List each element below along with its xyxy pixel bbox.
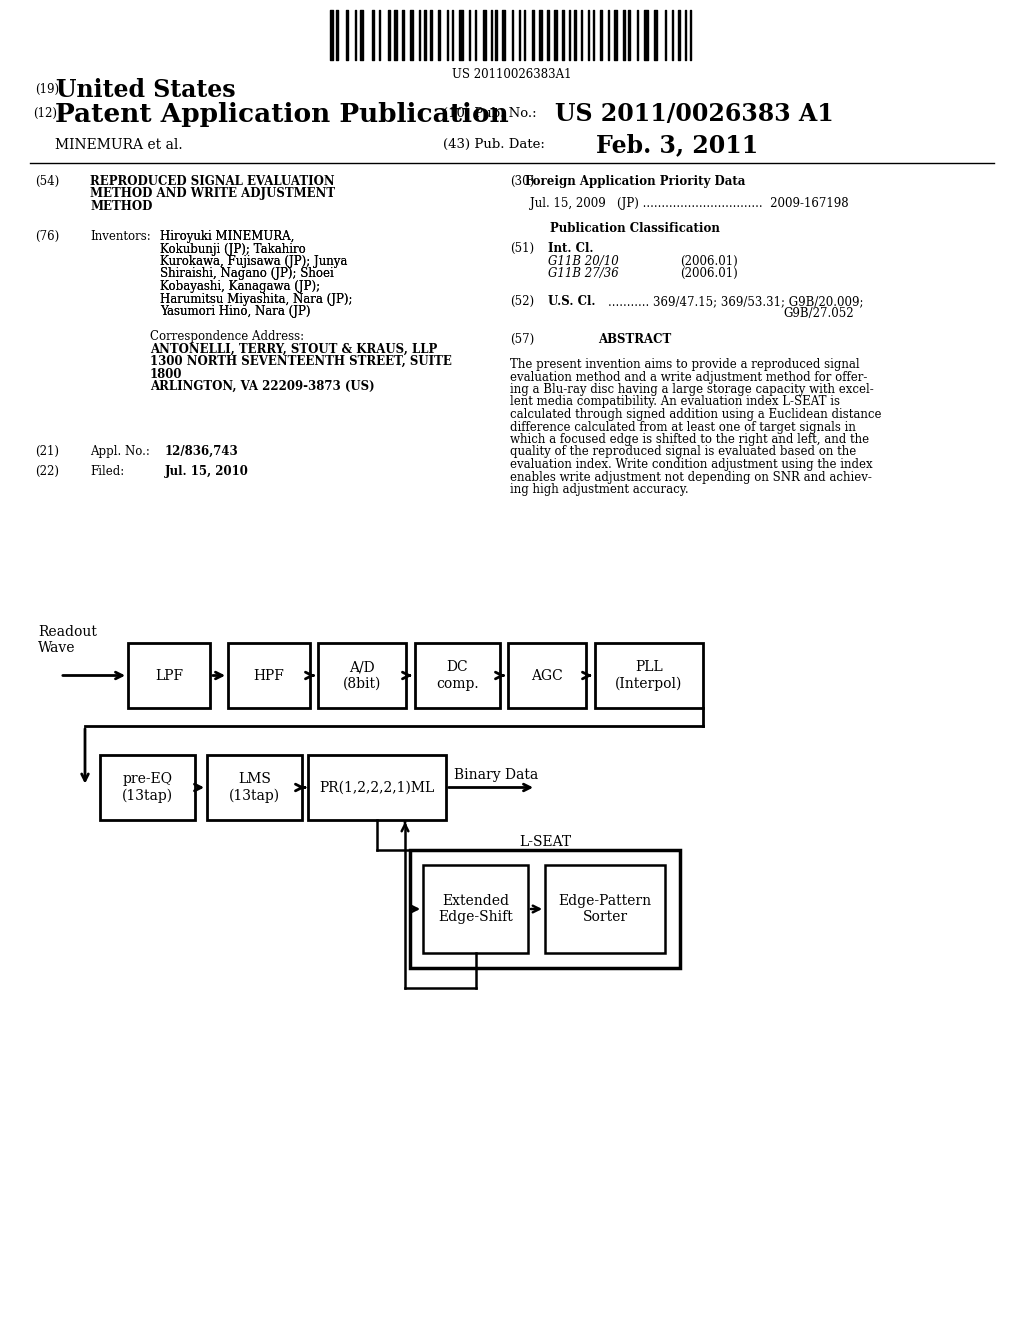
Bar (423, 865, 528, 953)
Bar (545, 865, 665, 953)
Text: (19): (19) (35, 83, 59, 96)
Text: A/D
(8bit): A/D (8bit) (343, 660, 381, 690)
Text: ABSTRACT: ABSTRACT (598, 333, 672, 346)
Text: G9B/27.052: G9B/27.052 (783, 308, 854, 321)
Text: United States: United States (56, 78, 236, 102)
Text: Publication Classification: Publication Classification (550, 222, 720, 235)
Text: The present invention aims to provide a reproduced signal: The present invention aims to provide a … (510, 358, 859, 371)
Bar (207, 755, 302, 820)
Text: Readout: Readout (38, 624, 97, 639)
Text: L-SEAT: L-SEAT (519, 836, 571, 849)
Text: pre-EQ
(13tap): pre-EQ (13tap) (122, 772, 173, 803)
Text: Kobayashi, Kanagawa (JP);: Kobayashi, Kanagawa (JP); (160, 280, 321, 293)
Text: ing a Blu-ray disc having a large storage capacity with excel-: ing a Blu-ray disc having a large storag… (510, 383, 873, 396)
Text: (30): (30) (510, 176, 535, 187)
Text: Shiraishi, Nagano (JP); Shoei: Shiraishi, Nagano (JP); Shoei (160, 268, 334, 281)
Text: PR(1,2,2,2,1)ML: PR(1,2,2,2,1)ML (319, 780, 434, 795)
Text: Int. Cl.: Int. Cl. (548, 242, 594, 255)
Text: ........... 369/47.15; 369/53.31; G9B/20.009;: ........... 369/47.15; 369/53.31; G9B/20… (608, 294, 863, 308)
Text: calculated through signed addition using a Euclidean distance: calculated through signed addition using… (510, 408, 882, 421)
Text: (76): (76) (35, 230, 59, 243)
Text: LPF: LPF (155, 668, 183, 682)
Text: Harumitsu Miyashita, Nara (JP);: Harumitsu Miyashita, Nara (JP); (160, 293, 352, 305)
Bar (100, 755, 195, 820)
Text: (57): (57) (510, 333, 535, 346)
Text: Harumitsu Miyashita, Nara (JP);: Harumitsu Miyashita, Nara (JP); (160, 293, 352, 305)
Text: Binary Data: Binary Data (454, 767, 539, 781)
Text: Hiroyuki MINEMURA,: Hiroyuki MINEMURA, (160, 230, 294, 243)
Text: ARLINGTON, VA 22209-3873 (US): ARLINGTON, VA 22209-3873 (US) (150, 380, 375, 393)
Bar (318, 643, 406, 708)
Text: Edge-Pattern
Sorter: Edge-Pattern Sorter (558, 894, 651, 924)
Text: METHOD: METHOD (90, 201, 153, 213)
Text: Yasumori Hino, Nara (JP): Yasumori Hino, Nara (JP) (160, 305, 310, 318)
Text: Hiroyuki MINEMURA,: Hiroyuki MINEMURA, (160, 230, 294, 243)
Text: 12/836,743: 12/836,743 (165, 445, 239, 458)
Text: (22): (22) (35, 465, 59, 478)
Text: Yasumori Hino, Nara (JP): Yasumori Hino, Nara (JP) (160, 305, 310, 318)
Text: Jul. 15, 2010: Jul. 15, 2010 (165, 465, 249, 478)
Text: Appl. No.:: Appl. No.: (90, 445, 150, 458)
Text: Foreign Application Priority Data: Foreign Application Priority Data (525, 176, 745, 187)
Text: enables write adjustment not depending on SNR and achiev-: enables write adjustment not depending o… (510, 470, 871, 483)
Text: Kokubunji (JP); Takahiro: Kokubunji (JP); Takahiro (160, 243, 306, 256)
Text: Extended
Edge-Shift: Extended Edge-Shift (438, 894, 513, 924)
Text: Feb. 3, 2011: Feb. 3, 2011 (596, 133, 758, 157)
Text: ing high adjustment accuracy.: ing high adjustment accuracy. (510, 483, 688, 496)
Text: HPF: HPF (254, 668, 285, 682)
Text: Jul. 15, 2009   (JP) ................................  2009-167198: Jul. 15, 2009 (JP) .....................… (530, 198, 849, 210)
Text: Kokubunji (JP); Takahiro: Kokubunji (JP); Takahiro (160, 243, 306, 256)
Bar (595, 643, 703, 708)
Text: (2006.01): (2006.01) (680, 267, 737, 280)
Text: Kurokawa, Fujisawa (JP); Junya: Kurokawa, Fujisawa (JP); Junya (160, 255, 347, 268)
Text: US 20110026383A1: US 20110026383A1 (453, 69, 571, 81)
Text: difference calculated from at least one of target signals in: difference calculated from at least one … (510, 421, 856, 433)
Text: Filed:: Filed: (90, 465, 124, 478)
Text: ANTONELLI, TERRY, STOUT & KRAUS, LLP: ANTONELLI, TERRY, STOUT & KRAUS, LLP (150, 342, 437, 355)
Bar (415, 643, 500, 708)
Text: (10) Pub. No.:: (10) Pub. No.: (443, 107, 537, 120)
Text: Wave: Wave (38, 642, 76, 655)
Bar (508, 643, 586, 708)
Text: (52): (52) (510, 294, 535, 308)
Text: Kurokawa, Fujisawa (JP); Junya: Kurokawa, Fujisawa (JP); Junya (160, 255, 347, 268)
Text: US 2011/0026383 A1: US 2011/0026383 A1 (555, 102, 834, 125)
Text: Patent Application Publication: Patent Application Publication (55, 102, 509, 127)
Text: quality of the reproduced signal is evaluated based on the: quality of the reproduced signal is eval… (510, 446, 856, 458)
Text: evaluation index. Write condition adjustment using the index: evaluation index. Write condition adjust… (510, 458, 872, 471)
Text: Inventors:: Inventors: (90, 230, 151, 243)
Text: (2006.01): (2006.01) (680, 255, 737, 268)
Bar (410, 850, 680, 968)
Text: Kobayashi, Kanagawa (JP);: Kobayashi, Kanagawa (JP); (160, 280, 321, 293)
Text: DC
comp.: DC comp. (436, 660, 479, 690)
Bar (128, 643, 210, 708)
Text: LMS
(13tap): LMS (13tap) (229, 772, 280, 803)
Text: 1800: 1800 (150, 367, 182, 380)
Text: (43) Pub. Date:: (43) Pub. Date: (443, 139, 545, 150)
Text: AGC: AGC (531, 668, 563, 682)
Text: G11B 20/10: G11B 20/10 (548, 255, 618, 268)
Text: G11B 27/36: G11B 27/36 (548, 267, 618, 280)
Text: MINEMURA et al.: MINEMURA et al. (55, 139, 182, 152)
Text: lent media compatibility. An evaluation index L-SEAT is: lent media compatibility. An evaluation … (510, 396, 840, 408)
Text: PLL
(Interpol): PLL (Interpol) (615, 660, 683, 690)
Text: (54): (54) (35, 176, 59, 187)
Text: U.S. Cl.: U.S. Cl. (548, 294, 596, 308)
Text: 1300 NORTH SEVENTEENTH STREET, SUITE: 1300 NORTH SEVENTEENTH STREET, SUITE (150, 355, 452, 368)
Text: METHOD AND WRITE ADJUSTMENT: METHOD AND WRITE ADJUSTMENT (90, 187, 335, 201)
Text: Shiraishi, Nagano (JP); Shoei: Shiraishi, Nagano (JP); Shoei (160, 268, 334, 281)
Text: Correspondence Address:: Correspondence Address: (150, 330, 304, 343)
Text: (12): (12) (33, 107, 57, 120)
Text: (51): (51) (510, 242, 535, 255)
Bar (308, 755, 446, 820)
Text: REPRODUCED SIGNAL EVALUATION: REPRODUCED SIGNAL EVALUATION (90, 176, 335, 187)
Bar (228, 643, 310, 708)
Text: (21): (21) (35, 445, 59, 458)
Text: which a focused edge is shifted to the right and left, and the: which a focused edge is shifted to the r… (510, 433, 869, 446)
Text: evaluation method and a write adjustment method for offer-: evaluation method and a write adjustment… (510, 371, 867, 384)
